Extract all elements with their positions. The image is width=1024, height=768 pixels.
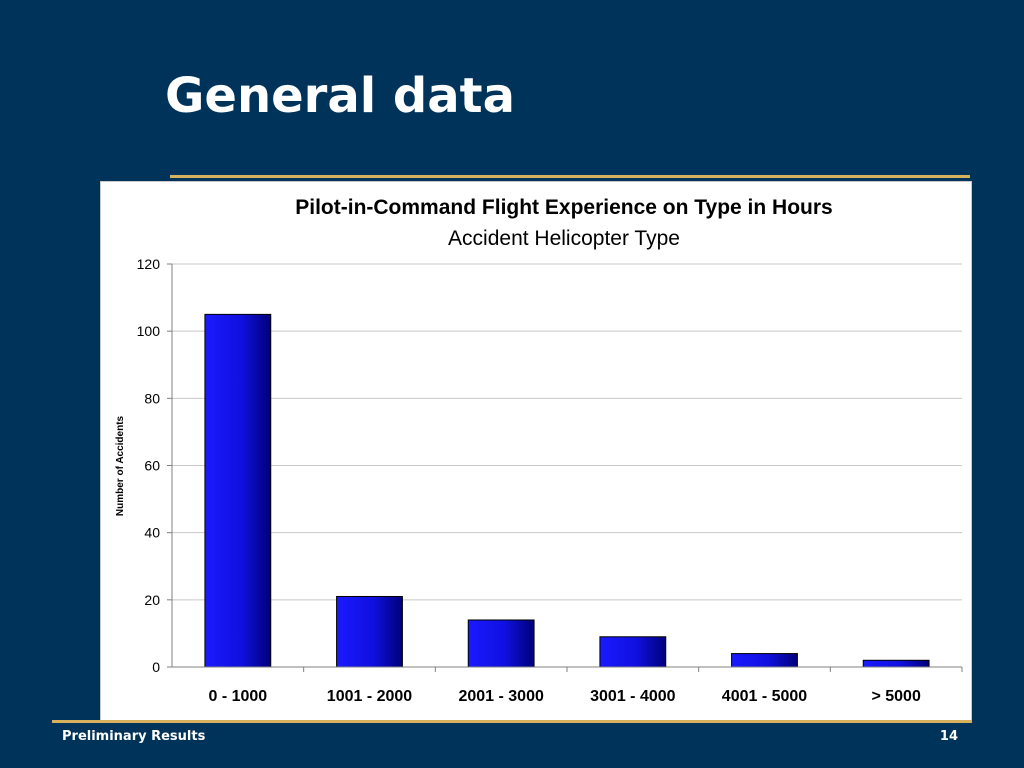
y-tick-label: 100 — [137, 323, 161, 339]
x-tick-label: > 5000 — [871, 688, 920, 705]
title-divider — [170, 175, 970, 178]
x-tick-label: 3001 - 4000 — [590, 688, 676, 705]
bar — [862, 659, 930, 668]
y-tick-label: 0 — [152, 659, 160, 675]
y-tick-label: 40 — [144, 525, 160, 541]
page-number: 14 — [939, 729, 958, 744]
chart-title: Pilot-in-Command Flight Experience on Ty… — [295, 196, 832, 219]
footer-divider — [52, 720, 972, 723]
bar — [336, 595, 403, 668]
y-axis-label: Number of Accidents — [115, 415, 126, 516]
chart-subtitle: Accident Helicopter Type — [448, 227, 680, 250]
x-tick-label: 2001 - 3000 — [458, 688, 544, 705]
slide-title: General data — [165, 68, 515, 124]
x-tick-label: 0 - 1000 — [208, 688, 267, 705]
y-tick-label: 60 — [144, 458, 160, 474]
bar — [204, 313, 272, 668]
bar — [599, 636, 667, 668]
bar-chart: Pilot-in-Command Flight Experience on Ty… — [115, 196, 963, 705]
chart-panel: Pilot-in-Command Flight Experience on Ty… — [100, 181, 972, 721]
y-tick-label: 80 — [144, 390, 160, 406]
bar — [467, 619, 535, 668]
bar — [731, 653, 798, 668]
y-tick-label: 120 — [137, 256, 161, 272]
y-tick-label: 20 — [144, 592, 160, 608]
x-tick-label: 4001 - 5000 — [722, 688, 808, 705]
x-tick-label: 1001 - 2000 — [327, 688, 413, 705]
footer-label: Preliminary Results — [62, 729, 206, 744]
